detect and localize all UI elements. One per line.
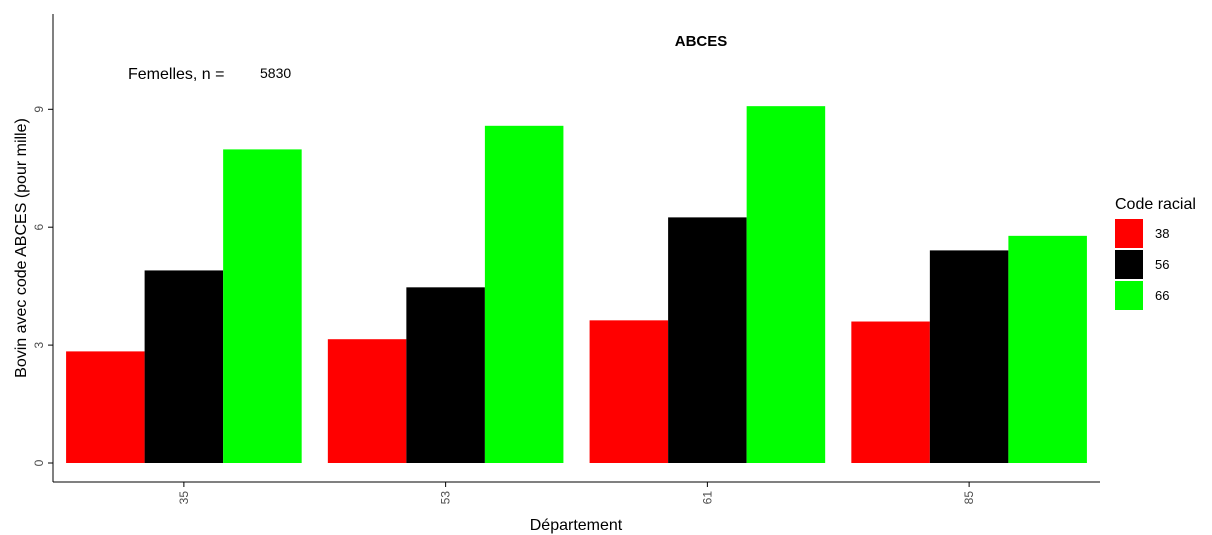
bar-85-38 [851, 321, 930, 463]
bar-61-56 [668, 217, 747, 463]
legend-swatch-66 [1115, 281, 1143, 310]
y-tick-label-9: 9 [32, 106, 46, 113]
bar-35-56 [144, 270, 224, 463]
x-tick-label-53: 53 [439, 491, 453, 505]
y-tick-label-6: 6 [32, 224, 46, 231]
x-axis-title: Département [530, 517, 623, 534]
y-tick-label-0: 0 [32, 459, 46, 466]
legend-items: 38 56 66 [1115, 219, 1169, 310]
legend-swatch-38 [1115, 219, 1143, 248]
bar-53-66 [484, 125, 564, 463]
legend-label-66: 66 [1155, 288, 1169, 303]
y-tick-label-3: 3 [32, 341, 46, 348]
chart-title: ABCES [675, 33, 728, 50]
bar-61-38 [589, 320, 669, 463]
legend-title: Code racial [1115, 196, 1196, 213]
bar-35-38 [66, 351, 145, 463]
annotation-label: Femelles, n = [128, 66, 224, 83]
bar-85-66 [1008, 235, 1087, 463]
bar-53-38 [327, 339, 407, 463]
annotation-value: 5830 [260, 65, 291, 81]
x-axis-ticks: 35 53 61 85 [177, 482, 976, 504]
bars-group [66, 106, 1087, 463]
y-axis-ticks: 0 3 6 9 [32, 106, 53, 466]
legend-label-56: 56 [1155, 257, 1169, 272]
bar-85-56 [929, 250, 1009, 463]
legend-label-38: 38 [1155, 226, 1169, 241]
x-tick-label-35: 35 [177, 491, 191, 505]
bar-53-56 [406, 287, 485, 463]
bar-35-66 [223, 149, 302, 463]
y-axis-title: Bovin avec code ABCES (pour mille) [13, 118, 30, 378]
x-tick-label-85: 85 [962, 491, 976, 505]
legend-swatch-56 [1115, 250, 1143, 279]
x-tick-label-61: 61 [700, 491, 714, 505]
bar-61-66 [746, 106, 826, 463]
legend: Code racial 38 56 66 [1115, 196, 1196, 310]
